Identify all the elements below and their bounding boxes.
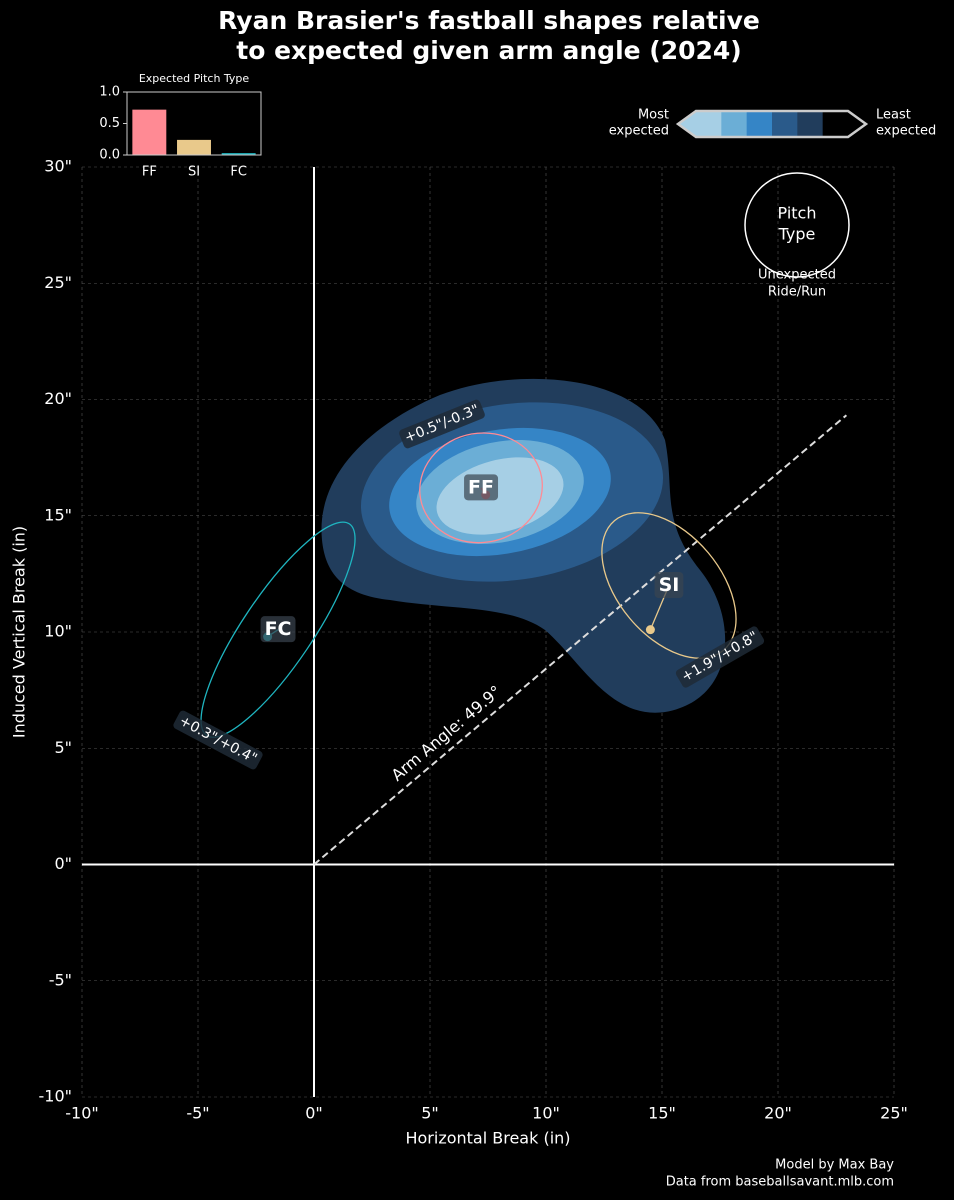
pitch-label: SI	[659, 574, 680, 596]
inset-bar	[132, 109, 167, 155]
x-axis-label: Horizontal Break (in)	[405, 1129, 570, 1148]
key-label: Unexpected	[758, 268, 836, 283]
x-tick-label: 0"	[305, 1104, 323, 1123]
x-tick-label: -5"	[186, 1104, 209, 1123]
pitch-label: FF	[468, 476, 494, 498]
density-contours	[321, 378, 726, 713]
colorbar-segment	[696, 111, 722, 137]
y-tick-label: 15"	[44, 505, 72, 524]
key-label: Pitch	[778, 204, 817, 223]
x-tick-label: 25"	[880, 1104, 908, 1123]
colorbar-segment	[797, 111, 824, 137]
x-tick-label: 10"	[532, 1104, 560, 1123]
x-tick-label: -10"	[65, 1104, 99, 1123]
colorbar-segment	[822, 111, 849, 137]
label-box	[399, 399, 485, 449]
label-box	[464, 474, 499, 501]
inset-x-tick-label: SI	[188, 165, 200, 180]
y-tick-label: 10"	[44, 622, 72, 641]
y-tick-label: 0"	[54, 854, 72, 873]
label-box	[173, 710, 263, 770]
y-axis-label: Induced Vertical Break (in)	[10, 526, 29, 738]
arm-angle-line	[313, 414, 848, 866]
colorbar-segment	[721, 111, 748, 137]
colorbar-segment	[772, 111, 798, 137]
colorbar-tip	[848, 111, 866, 137]
colorbar-outline	[675, 109, 869, 139]
label-box	[260, 616, 296, 643]
label-box	[654, 572, 684, 598]
colorbar-label: Least	[876, 108, 911, 123]
inset-y-tick-label: 1.0	[99, 85, 120, 100]
inset-bar	[177, 139, 211, 155]
x-tick-label: 15"	[648, 1104, 676, 1123]
inset-frame	[126, 91, 262, 156]
chart-title: Ryan Brasier's fastball shapes relative	[218, 6, 760, 35]
x-tick-label: 20"	[764, 1104, 792, 1123]
inset-x-tick-label: FC	[230, 165, 247, 180]
y-tick-label: 25"	[44, 273, 72, 292]
colorbar-segment	[746, 111, 773, 137]
colorbar-label: Most	[638, 108, 669, 123]
colorbar-label: expected	[876, 124, 936, 139]
chart-title: to expected given arm angle (2024)	[236, 36, 741, 65]
credit: Data from baseballsavant.mlb.com	[666, 1175, 894, 1190]
y-tick-label: 20"	[44, 389, 72, 408]
pitch-point	[645, 625, 655, 635]
expected-ellipse	[419, 432, 543, 544]
inset-y-tick-label: 0.0	[99, 148, 120, 163]
credit: Model by Max Bay	[775, 1158, 894, 1173]
colorbar-label: expected	[609, 124, 669, 139]
key-label: Type	[778, 225, 816, 244]
key-label: Ride/Run	[768, 285, 826, 300]
inset-title: Expected Pitch Type	[139, 72, 250, 85]
inset-y-tick-label: 0.5	[99, 116, 120, 131]
y-tick-label: 30"	[44, 157, 72, 176]
inset-x-tick-label: FF	[142, 165, 157, 180]
key-circle	[744, 172, 850, 278]
y-tick-label: -5"	[49, 970, 72, 989]
y-tick-label: 5"	[54, 738, 72, 757]
inset-bar	[221, 153, 256, 155]
pitch-label: FC	[265, 618, 292, 640]
y-tick-label: -10"	[39, 1087, 73, 1106]
label-box	[675, 626, 765, 688]
x-tick-label: 5"	[421, 1104, 439, 1123]
colorbar-tip	[678, 111, 696, 137]
